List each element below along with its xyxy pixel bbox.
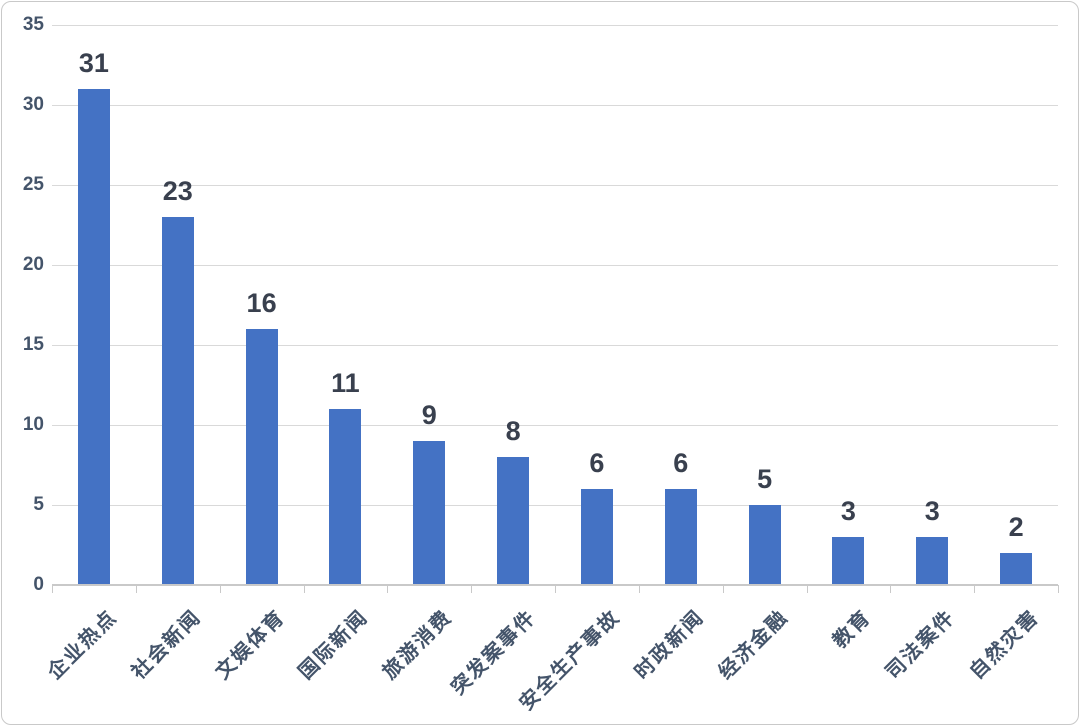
category-label: 突发案事件 — [447, 606, 541, 700]
category-label: 企业热点 — [43, 606, 122, 684]
category-label: 自然灾害 — [965, 606, 1044, 684]
x-axis-tick-mark — [974, 585, 976, 593]
gridline — [52, 104, 1058, 106]
y-axis-tick-label: 0 — [33, 574, 44, 595]
bar — [161, 217, 194, 585]
bar — [245, 329, 278, 585]
category-label: 国际新闻 — [295, 606, 373, 684]
gridline — [52, 184, 1058, 186]
x-axis-tick-mark — [1058, 585, 1059, 593]
bar — [77, 89, 110, 585]
category-label: 社会新闻 — [127, 606, 206, 684]
bar — [748, 505, 781, 585]
bar — [329, 409, 362, 585]
bar-value-label: 31 — [78, 48, 109, 78]
category-label: 教育 — [829, 606, 876, 653]
x-axis-tick-mark — [890, 585, 892, 593]
category-label: 司法案件 — [882, 606, 960, 684]
bar — [413, 441, 446, 585]
x-axis-tick-mark — [806, 585, 808, 593]
y-axis-tick-label: 30 — [22, 94, 44, 115]
bar-value-label: 11 — [331, 368, 360, 398]
bar-value-label: 8 — [505, 416, 521, 446]
x-axis-tick-mark — [555, 585, 556, 593]
bar-value-label: 2 — [1008, 512, 1024, 542]
category-label: 时政新闻 — [630, 606, 709, 684]
gridline — [52, 264, 1058, 266]
x-axis-tick-mark — [219, 585, 221, 593]
category-label: 文娱体育 — [211, 606, 290, 684]
x-axis-tick-mark — [52, 585, 53, 593]
bar — [1000, 553, 1033, 585]
category-label: 经济金融 — [714, 606, 793, 684]
x-axis-tick-mark — [722, 585, 724, 593]
gridline — [52, 504, 1058, 506]
y-axis-tick-label: 10 — [22, 414, 44, 435]
x-axis-tick-mark — [303, 585, 305, 593]
y-axis-tick-label: 15 — [22, 334, 44, 355]
bar — [664, 489, 697, 585]
bar-value-label: 3 — [924, 496, 940, 526]
x-axis-tick-mark — [471, 585, 473, 593]
bar-value-label: 6 — [673, 448, 689, 478]
gridline — [52, 344, 1058, 346]
bar-value-label: 9 — [421, 400, 437, 430]
y-axis-tick-label: 35 — [22, 14, 44, 35]
x-axis-tick-mark — [638, 585, 640, 593]
bar-value-label: 16 — [246, 288, 277, 318]
bar — [832, 537, 865, 585]
bar — [580, 489, 613, 585]
bar-value-label: 6 — [589, 448, 605, 478]
x-axis-tick-mark — [135, 585, 137, 593]
gridline — [52, 24, 1058, 26]
bar-value-label: 3 — [840, 496, 856, 526]
bar — [916, 537, 949, 585]
category-label: 旅游消费 — [379, 606, 457, 684]
y-axis-tick-label: 20 — [22, 254, 44, 275]
bar-value-label: 23 — [162, 176, 193, 206]
y-axis-tick-label: 25 — [22, 174, 44, 195]
bar-value-label: 5 — [757, 464, 773, 494]
gridline — [52, 424, 1058, 426]
bar — [497, 457, 530, 585]
y-axis-tick-label: 5 — [33, 494, 44, 515]
x-axis-tick-mark — [387, 585, 389, 593]
